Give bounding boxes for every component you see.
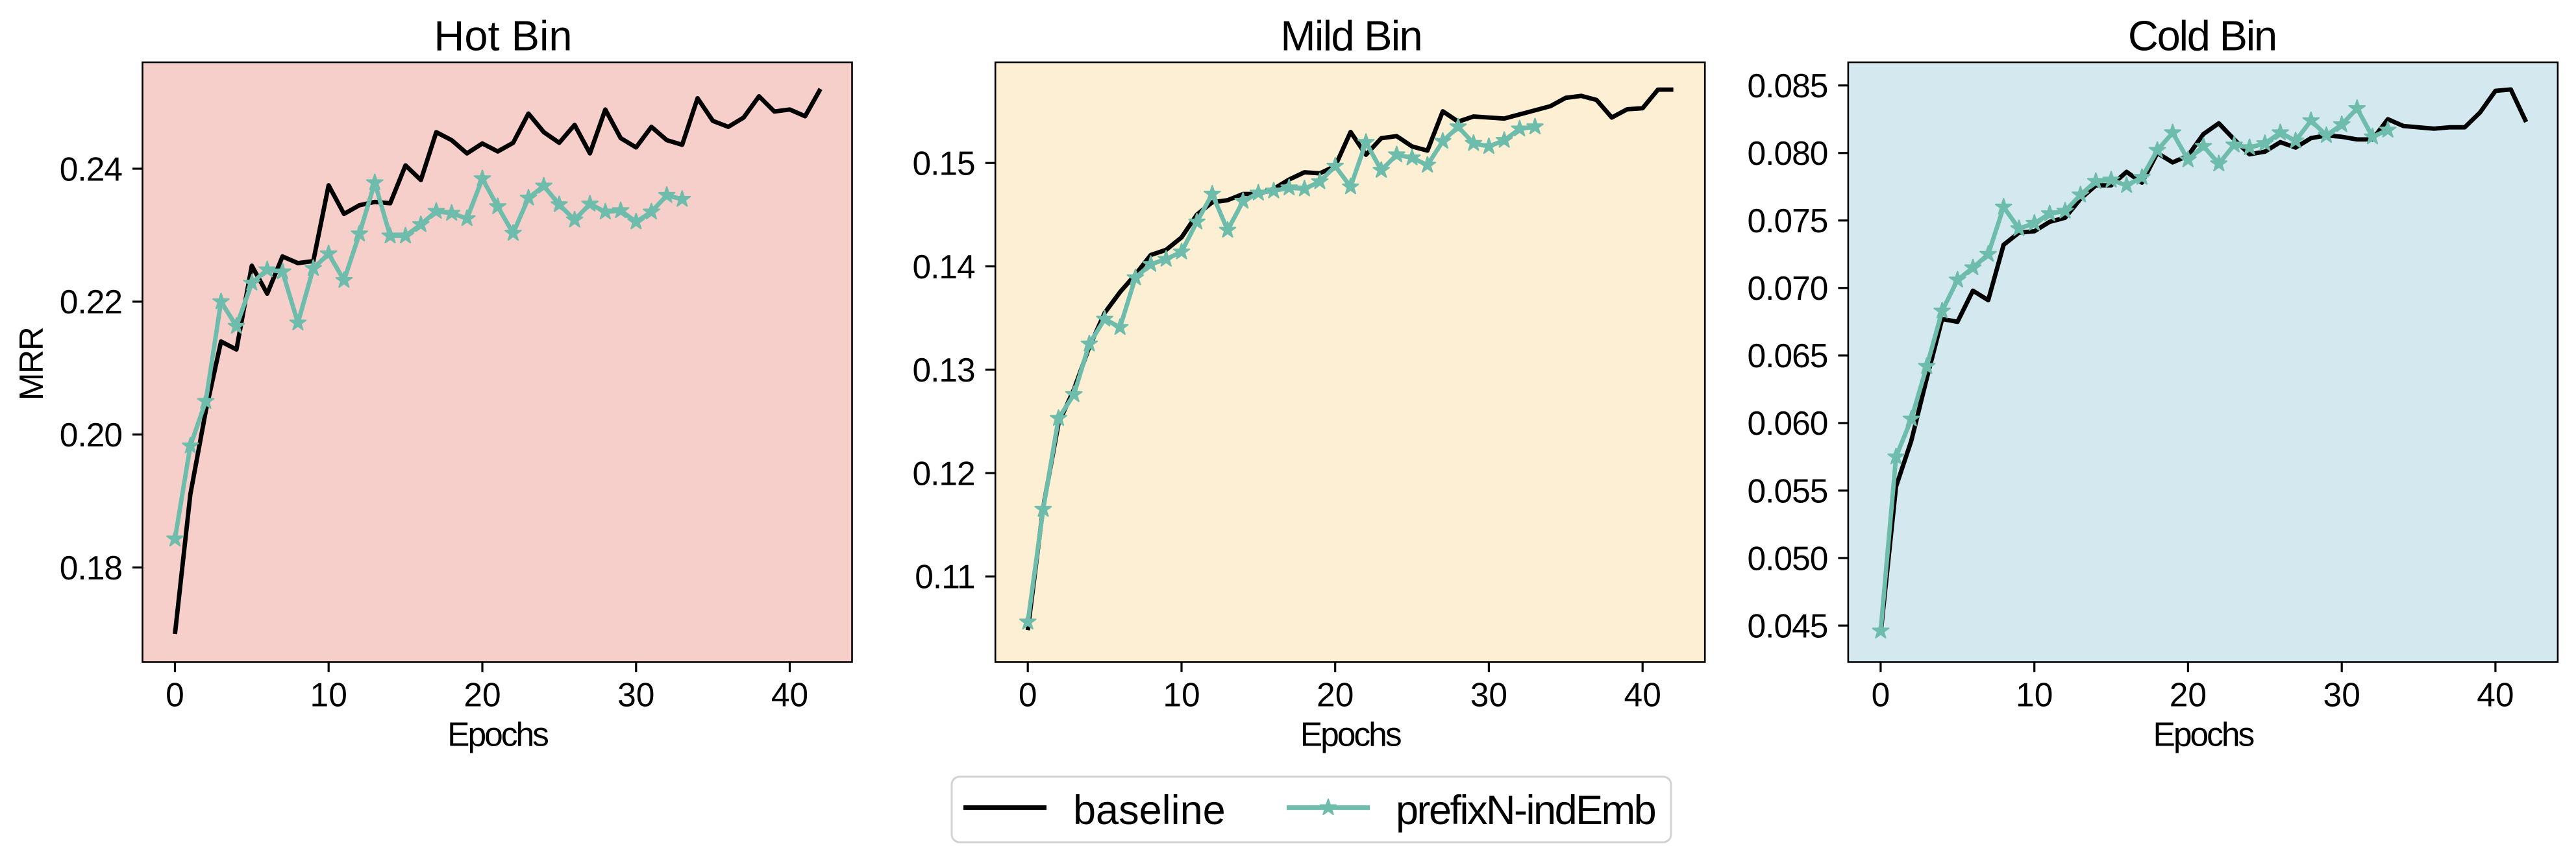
svg-text:0.085: 0.085 [1748, 67, 1828, 104]
svg-text:0.060: 0.060 [1748, 404, 1828, 442]
svg-text:MRR: MRR [12, 328, 50, 401]
svg-text:10: 10 [310, 675, 347, 713]
svg-text:30: 30 [2323, 675, 2360, 713]
svg-text:30: 30 [1470, 675, 1507, 713]
svg-text:Epochs: Epochs [2153, 716, 2254, 753]
svg-text:40: 40 [771, 675, 808, 713]
svg-text:10: 10 [2016, 675, 2053, 713]
svg-text:0: 0 [1872, 675, 1890, 713]
svg-text:0.075: 0.075 [1748, 202, 1828, 239]
svg-text:0.15: 0.15 [912, 145, 974, 182]
svg-text:Mild Bin: Mild Bin [1280, 12, 1422, 60]
svg-text:20: 20 [1317, 675, 1354, 713]
svg-text:0.070: 0.070 [1748, 269, 1828, 307]
svg-text:0.18: 0.18 [60, 549, 122, 587]
svg-text:Epochs: Epochs [447, 716, 548, 753]
svg-text:40: 40 [2477, 675, 2514, 713]
svg-text:0.24: 0.24 [60, 150, 123, 188]
svg-text:Cold Bin: Cold Bin [2128, 12, 2276, 60]
svg-text:10: 10 [1163, 675, 1200, 713]
svg-text:0.065: 0.065 [1748, 337, 1828, 374]
svg-text:0.055: 0.055 [1748, 472, 1828, 509]
svg-text:20: 20 [2170, 675, 2207, 713]
svg-text:0.050: 0.050 [1748, 539, 1828, 577]
svg-text:Epochs: Epochs [1300, 716, 1401, 753]
svg-text:0.080: 0.080 [1748, 134, 1828, 172]
svg-text:0: 0 [166, 675, 184, 713]
svg-text:30: 30 [617, 675, 654, 713]
svg-text:40: 40 [1624, 675, 1661, 713]
svg-text:0.14: 0.14 [912, 248, 975, 286]
svg-text:0.11: 0.11 [915, 558, 974, 596]
svg-text:0.045: 0.045 [1748, 607, 1828, 644]
svg-text:0: 0 [1019, 675, 1037, 713]
svg-text:0.13: 0.13 [912, 351, 974, 389]
svg-text:0.22: 0.22 [60, 283, 122, 321]
svg-text:0.12: 0.12 [912, 454, 974, 492]
svg-text:Hot Bin: Hot Bin [434, 12, 572, 60]
svg-text:prefixN-indEmb: prefixN-indEmb [1396, 788, 1655, 833]
svg-text:20: 20 [464, 675, 501, 713]
svg-text:0.20: 0.20 [60, 416, 122, 454]
svg-text:baseline: baseline [1073, 788, 1226, 833]
